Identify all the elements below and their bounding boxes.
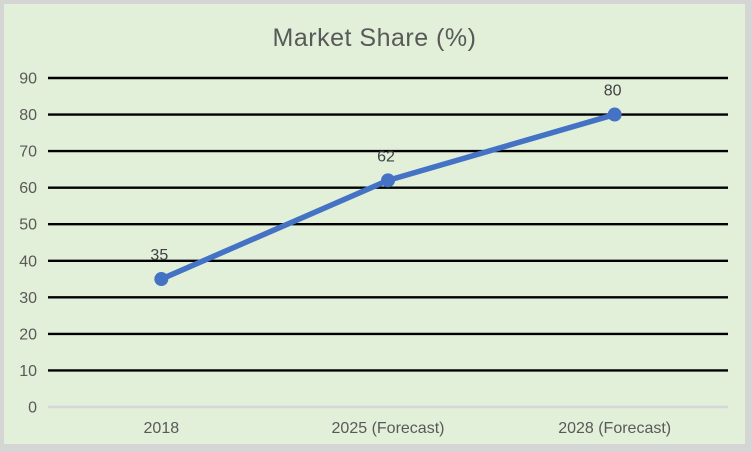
- data-point-marker: [607, 107, 622, 122]
- series-line: [158, 111, 618, 282]
- plot-area: 0 10 20 30 40 50 60 70 80 90 2018 2025 (Forecast) 20…: [19, 71, 728, 437]
- y-tick-label: 50: [19, 217, 37, 234]
- data-label: 35: [150, 247, 168, 264]
- x-tick-label: 2028 (Forecast): [558, 420, 671, 437]
- y-tick-label: 70: [19, 144, 37, 161]
- y-tick-label: 0: [28, 400, 37, 417]
- y-tick-label: 20: [19, 326, 37, 343]
- y-tick-label: 30: [19, 290, 37, 307]
- data-point-marker: [154, 272, 169, 287]
- data-point-marker: [381, 173, 395, 188]
- data-label: 62: [377, 148, 395, 165]
- y-tick-label: 80: [19, 107, 37, 124]
- y-tick-label: 10: [19, 363, 37, 380]
- data-label: 80: [604, 83, 622, 100]
- y-tick-label: 40: [19, 253, 37, 270]
- chart-title: Market Share (%): [272, 24, 477, 52]
- y-tick-label: 60: [19, 180, 37, 197]
- y-tick-label: 90: [19, 71, 37, 88]
- x-tick-label: 2025 (Forecast): [332, 420, 445, 437]
- chart-canvas: Market Share (%) 0 10 20 30 40 50 60 70 80 90 2018…: [4, 4, 745, 444]
- x-tick-label: 2018: [144, 420, 180, 437]
